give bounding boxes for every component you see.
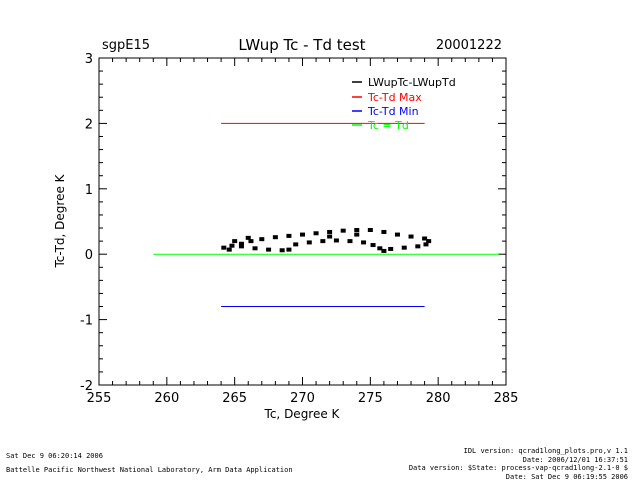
data-point bbox=[293, 242, 298, 246]
data-point bbox=[334, 238, 339, 242]
data-point bbox=[300, 233, 305, 237]
data-point bbox=[327, 230, 332, 234]
data-point bbox=[286, 248, 291, 252]
x-tick-label: 275 bbox=[358, 391, 383, 406]
data-point bbox=[354, 233, 359, 237]
footer-left: Sat Dec 9 06:20:14 2006 Battelle Pacific… bbox=[6, 452, 293, 474]
data-point bbox=[395, 233, 400, 237]
x-tick-label: 270 bbox=[290, 391, 315, 406]
data-point bbox=[327, 235, 332, 239]
data-point bbox=[221, 246, 226, 250]
data-point bbox=[246, 236, 251, 240]
data-point bbox=[423, 242, 428, 246]
legend-label-equal: Tc = Td bbox=[367, 119, 409, 132]
data-point bbox=[253, 246, 258, 250]
data-point bbox=[377, 246, 382, 250]
data-point bbox=[314, 231, 319, 235]
data-point bbox=[320, 239, 325, 243]
data-point bbox=[341, 229, 346, 233]
plot-frame bbox=[99, 58, 506, 385]
y-tick-label: 3 bbox=[85, 52, 93, 67]
footer-institution: Battelle Pacific Northwest National Labo… bbox=[6, 466, 293, 475]
data-point bbox=[347, 239, 352, 243]
y-tick-label: 2 bbox=[85, 117, 93, 132]
chart-title: LWup Tc - Td test bbox=[238, 36, 365, 54]
data-point bbox=[286, 234, 291, 238]
data-point bbox=[402, 246, 407, 250]
x-axis-label: Tc, Degree K bbox=[264, 407, 341, 421]
y-tick-label: 0 bbox=[85, 248, 93, 263]
data-point bbox=[415, 244, 420, 248]
footer-data-version: Data version: $State: process-vap-qcrad1… bbox=[409, 464, 628, 473]
data-point bbox=[371, 243, 376, 247]
data-point bbox=[227, 248, 232, 252]
site-label: sgpE15 bbox=[102, 38, 150, 53]
x-tick-label: 280 bbox=[426, 391, 451, 406]
footer-timestamp: Sat Dec 9 06:20:14 2006 bbox=[6, 452, 293, 461]
data-point bbox=[273, 235, 278, 239]
data-point bbox=[280, 248, 285, 252]
data-point bbox=[232, 239, 237, 243]
data-point bbox=[259, 237, 264, 241]
data-point bbox=[368, 228, 373, 232]
y-axis-label: Tc-Td, Degree K bbox=[53, 173, 67, 268]
data-point bbox=[266, 248, 271, 252]
date-label: 20001222 bbox=[436, 38, 502, 53]
legend: LWupTc-LWupTd Tc-Td Max Tc-Td Min Tc = T… bbox=[352, 76, 456, 132]
footer-idl-date: Date: 2006/12/01 16:37:51 bbox=[409, 456, 628, 465]
footer-idl-version: IDL version: qcrad1long_plots.pro,v 1.1 bbox=[409, 447, 628, 456]
x-tick-label: 285 bbox=[494, 391, 519, 406]
data-point bbox=[307, 240, 312, 244]
data-point bbox=[409, 235, 414, 239]
y-tick-label: -1 bbox=[80, 314, 93, 329]
legend-label-min: Tc-Td Min bbox=[367, 105, 419, 118]
legend-label-max: Tc-Td Max bbox=[367, 91, 422, 104]
data-point bbox=[388, 247, 393, 251]
data-point bbox=[239, 244, 244, 248]
footer-right: IDL version: qcrad1long_plots.pro,v 1.1 … bbox=[409, 447, 628, 481]
x-tick-label: 260 bbox=[154, 391, 179, 406]
data-point bbox=[381, 230, 386, 234]
data-point bbox=[361, 240, 366, 244]
data-point bbox=[229, 244, 234, 248]
x-tick-label: 265 bbox=[222, 391, 247, 406]
y-tick-label: -2 bbox=[80, 379, 93, 394]
data-point bbox=[354, 228, 359, 232]
y-tick-label: 1 bbox=[85, 183, 93, 198]
legend-label-lwup: LWupTc-LWupTd bbox=[368, 76, 456, 89]
